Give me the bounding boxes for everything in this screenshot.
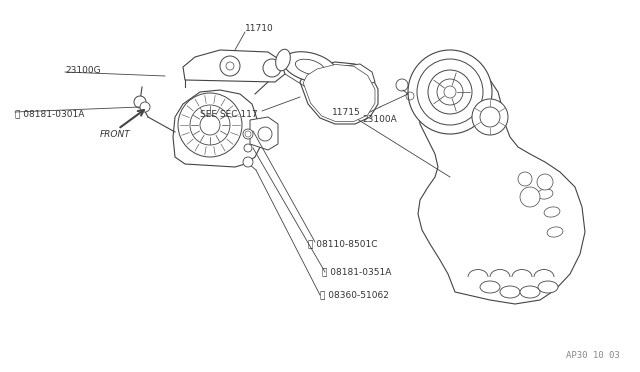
- Text: Ⓑ 08110-8501C: Ⓑ 08110-8501C: [308, 240, 378, 248]
- Ellipse shape: [544, 207, 560, 217]
- Circle shape: [472, 99, 508, 135]
- Circle shape: [537, 174, 553, 190]
- Circle shape: [408, 50, 492, 134]
- Polygon shape: [300, 62, 378, 124]
- Circle shape: [200, 115, 220, 135]
- Ellipse shape: [283, 52, 337, 82]
- Polygon shape: [303, 64, 375, 122]
- Ellipse shape: [500, 286, 520, 298]
- Circle shape: [220, 56, 240, 76]
- Text: 23100G: 23100G: [65, 65, 100, 74]
- Ellipse shape: [537, 189, 553, 199]
- Circle shape: [444, 86, 456, 98]
- Text: 11715: 11715: [332, 108, 361, 116]
- Circle shape: [417, 59, 483, 125]
- Ellipse shape: [480, 281, 500, 293]
- Circle shape: [396, 79, 408, 91]
- Text: Ⓑ 08181-0351A: Ⓑ 08181-0351A: [322, 267, 392, 276]
- Polygon shape: [345, 64, 375, 85]
- Circle shape: [518, 172, 532, 186]
- Text: 11710: 11710: [245, 23, 274, 32]
- Circle shape: [134, 96, 146, 108]
- Text: Ⓑ 08181-0301A: Ⓑ 08181-0301A: [15, 109, 84, 119]
- Ellipse shape: [520, 286, 540, 298]
- Text: FRONT: FRONT: [100, 129, 131, 138]
- Polygon shape: [250, 117, 278, 150]
- Circle shape: [520, 187, 540, 207]
- Circle shape: [178, 93, 242, 157]
- Ellipse shape: [329, 65, 343, 87]
- Ellipse shape: [538, 281, 558, 293]
- Circle shape: [243, 157, 253, 167]
- Ellipse shape: [276, 49, 291, 71]
- Text: AP30 10 03: AP30 10 03: [566, 351, 620, 360]
- Polygon shape: [418, 62, 585, 304]
- Polygon shape: [183, 50, 285, 82]
- Circle shape: [244, 144, 252, 152]
- Circle shape: [258, 127, 272, 141]
- Ellipse shape: [547, 227, 563, 237]
- Circle shape: [480, 107, 500, 127]
- Circle shape: [243, 129, 253, 139]
- Polygon shape: [173, 90, 260, 167]
- Circle shape: [437, 79, 463, 105]
- Circle shape: [263, 59, 281, 77]
- Text: Ⓑ 08360-51062: Ⓑ 08360-51062: [320, 291, 389, 299]
- Text: SEE SEC.117: SEE SEC.117: [200, 109, 258, 119]
- Circle shape: [428, 70, 472, 114]
- Circle shape: [140, 102, 150, 112]
- Circle shape: [190, 105, 230, 145]
- Ellipse shape: [296, 59, 324, 75]
- Text: 23100A: 23100A: [362, 115, 397, 124]
